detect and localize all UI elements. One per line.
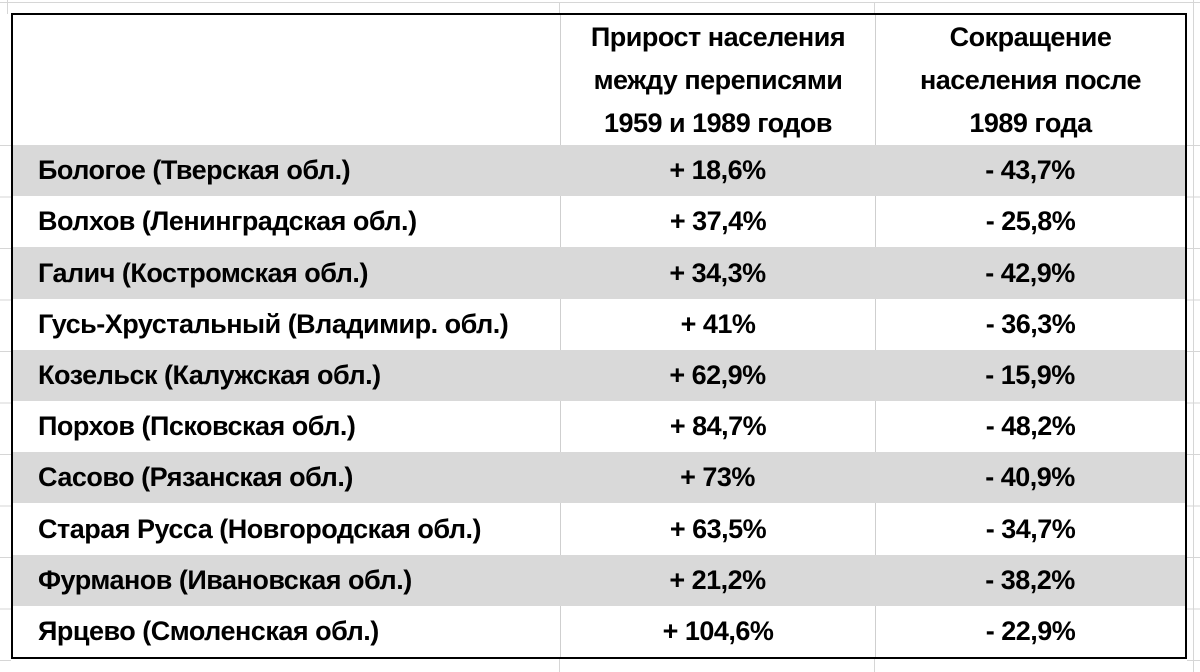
- growth-cell[interactable]: + 104,6%: [560, 605, 875, 658]
- table-row: Старая Русса (Новгородская обл.) + 63,5%…: [13, 503, 1185, 555]
- decline-cell[interactable]: - 38,2%: [985, 564, 1075, 595]
- gridline-tick-bottom-col2: [559, 659, 560, 672]
- city-cell[interactable]: Сасово (Рязанская обл.): [38, 462, 353, 493]
- gridline-tick-bottom-col3: [874, 659, 875, 672]
- table-row: Порхов (Псковская обл.) + 84,7% - 48,2%: [13, 401, 1185, 453]
- table-row: Ярцево (Смоленская обл.) + 104,6% - 22,9…: [13, 605, 1185, 658]
- city-cell[interactable]: Волхов (Ленинградская обл.): [38, 206, 417, 237]
- table-row: Волхов (Ленинградская обл.) + 37,4% - 25…: [13, 196, 1185, 248]
- city-cell[interactable]: Старая Русса (Новгородская обл.): [38, 513, 482, 544]
- decline-cell[interactable]: - 40,9%: [985, 462, 1075, 493]
- city-cell[interactable]: Бологое (Тверская обл.): [38, 155, 351, 186]
- growth-cell[interactable]: + 18,6%: [669, 155, 766, 186]
- city-cell[interactable]: Порхов (Псковская обл.): [38, 411, 356, 442]
- header-growth-cell[interactable]: Прирост населения между переписями 1959 …: [560, 15, 875, 145]
- city-cell[interactable]: Ярцево (Смоленская обл.): [38, 615, 379, 646]
- table-row: Фурманов (Ивановская обл.) + 21,2% - 38,…: [13, 554, 1185, 606]
- table-row: Бологое (Тверская обл.) + 18,6% - 43,7%: [13, 145, 1185, 197]
- city-cell[interactable]: Гусь-Хрустальный (Владимир. обл.): [38, 308, 509, 339]
- city-cell[interactable]: Козельск (Калужская обл.): [38, 359, 381, 390]
- decline-cell[interactable]: - 22,9%: [875, 605, 1185, 658]
- growth-cell[interactable]: + 34,3%: [669, 257, 766, 288]
- table-row: Сасово (Рязанская обл.) + 73% - 40,9%: [13, 452, 1185, 504]
- gridline-row-ticks-left: [0, 145, 11, 661]
- gridline-row-ticks-right: [1187, 145, 1200, 661]
- growth-cell[interactable]: + 21,2%: [669, 564, 766, 595]
- decline-cell[interactable]: - 15,9%: [985, 359, 1075, 390]
- decline-cell[interactable]: - 48,2%: [875, 401, 1185, 453]
- table-row: Гусь-Хрустальный (Владимир. обл.) + 41% …: [13, 298, 1185, 350]
- growth-cell[interactable]: + 63,5%: [560, 503, 875, 555]
- population-table: Прирост населения между переписями 1959 …: [11, 13, 1187, 659]
- decline-cell[interactable]: - 42,9%: [985, 257, 1075, 288]
- decline-cell[interactable]: - 36,3%: [875, 298, 1185, 350]
- growth-cell[interactable]: + 73%: [680, 462, 755, 493]
- growth-cell[interactable]: + 62,9%: [669, 359, 766, 390]
- decline-cell[interactable]: - 43,7%: [985, 155, 1075, 186]
- decline-cell[interactable]: - 34,7%: [875, 503, 1185, 555]
- growth-cell[interactable]: + 84,7%: [560, 401, 875, 453]
- city-cell[interactable]: Фурманов (Ивановская обл.): [38, 564, 412, 595]
- header-city-cell[interactable]: [13, 15, 560, 145]
- growth-cell[interactable]: + 37,4%: [560, 196, 875, 248]
- growth-cell[interactable]: + 41%: [560, 298, 875, 350]
- table-body: Бологое (Тверская обл.) + 18,6% - 43,7% …: [13, 145, 1185, 658]
- header-decline-cell[interactable]: Сокращение населения после 1989 года: [875, 15, 1185, 145]
- table-row: Козельск (Калужская обл.) + 62,9% - 15,9…: [13, 349, 1185, 402]
- city-cell[interactable]: Галич (Костромская обл.): [38, 257, 368, 288]
- gridline-top: [0, 2, 1200, 3]
- gridline-tick-top-left: [7, 0, 8, 14]
- table-header-row: Прирост населения между переписями 1959 …: [13, 15, 1185, 145]
- table-row: Галич (Костромская обл.) + 34,3% - 42,9%: [13, 247, 1185, 299]
- decline-cell[interactable]: - 25,8%: [875, 196, 1185, 248]
- gridline-tick-top-col2: [559, 2, 560, 14]
- gridline-tick-top-col3: [874, 2, 875, 14]
